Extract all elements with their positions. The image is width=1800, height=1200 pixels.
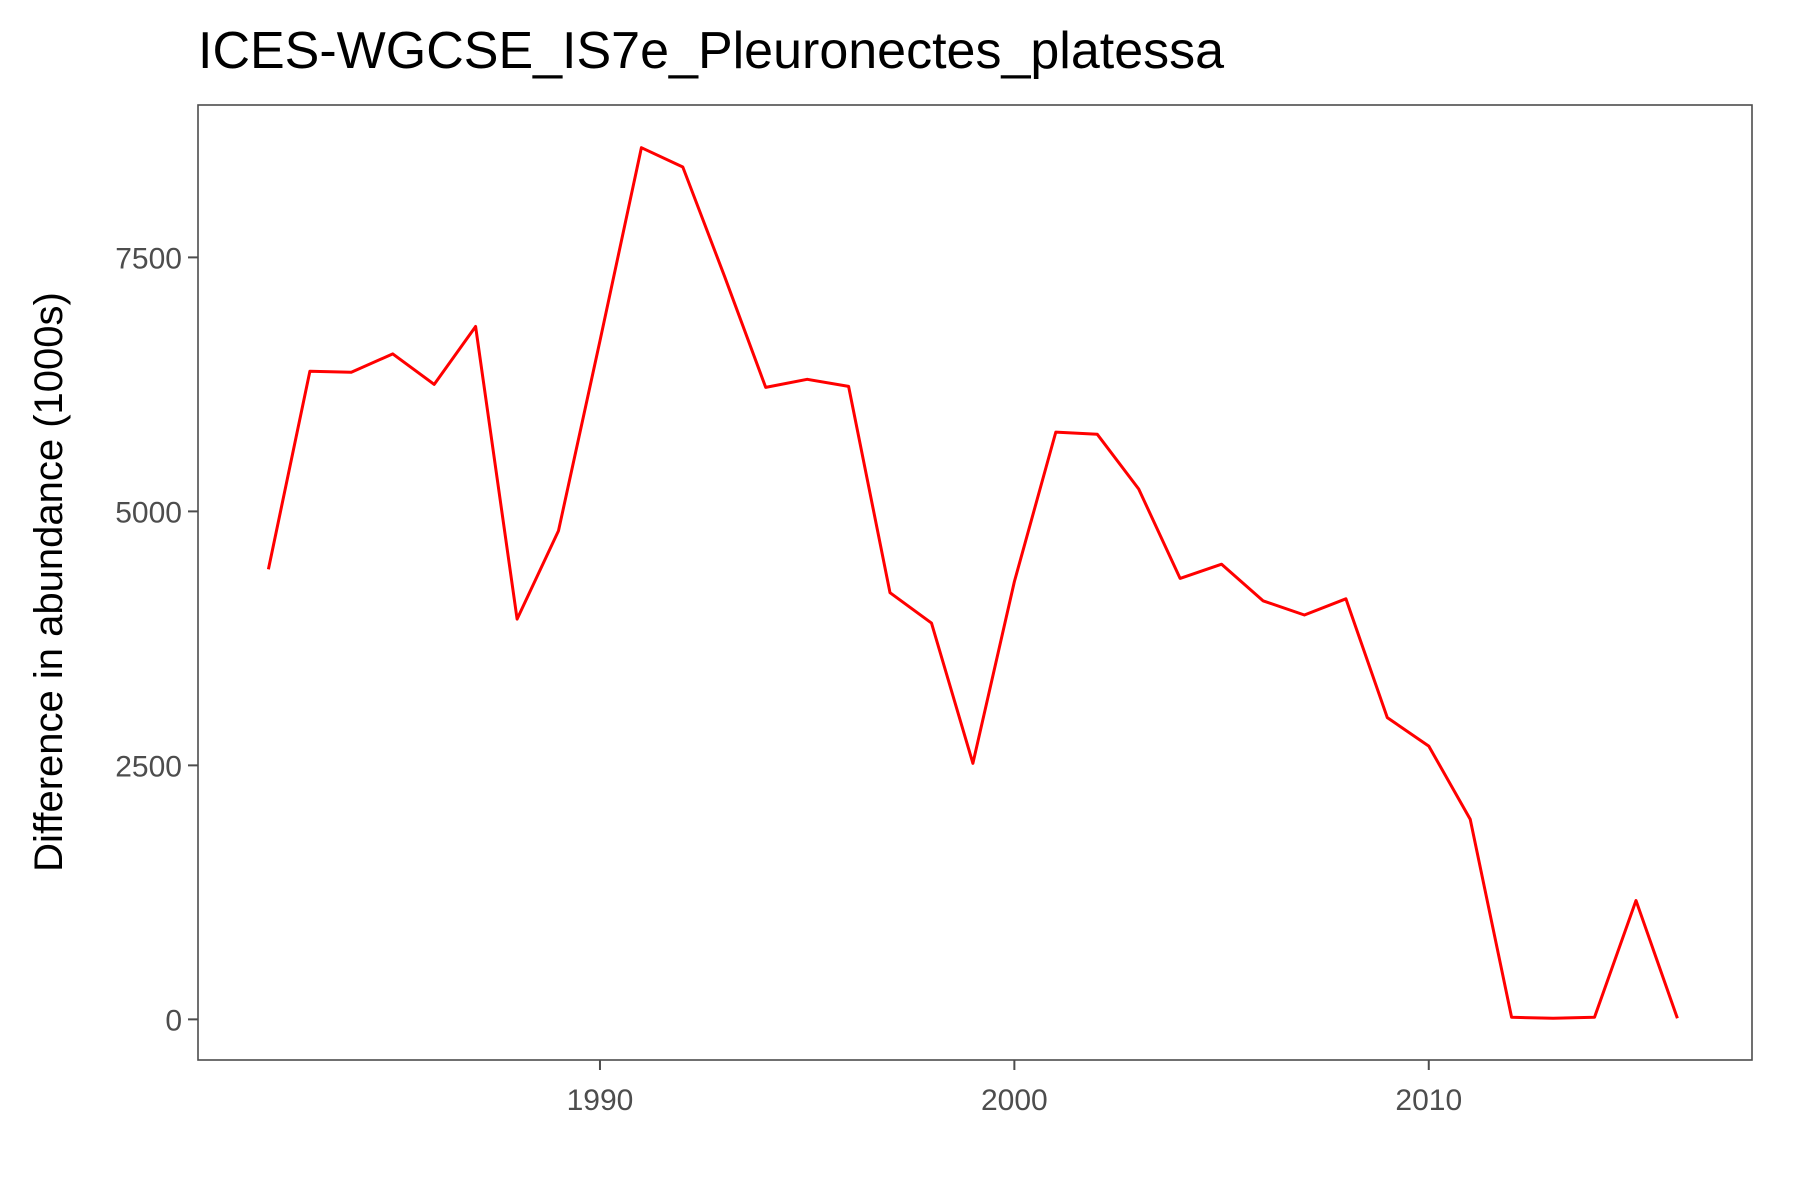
x-tick-label: 1990 (567, 1084, 634, 1117)
series-layer (266, 146, 1679, 1020)
y-axis: 0 2500 5000 7500 (115, 242, 198, 1037)
chart-title: ICES-WGCSE_IS7e_Pleuronectes_platessa (198, 22, 1224, 80)
y-tick-label: 2500 (115, 750, 182, 783)
plot-panel (197, 104, 1753, 1061)
y-tick-label: 0 (165, 1004, 182, 1037)
y-tick-label: 5000 (115, 496, 182, 529)
x-axis: 1990 2000 2010 (567, 1060, 1462, 1117)
x-tick-label: 2000 (981, 1084, 1048, 1117)
y-tick-label: 7500 (115, 242, 182, 275)
x-tick-label: 2010 (1395, 1084, 1462, 1117)
series-line (266, 146, 1679, 1020)
y-axis-label: Difference in abundance (1000s) (27, 292, 71, 872)
